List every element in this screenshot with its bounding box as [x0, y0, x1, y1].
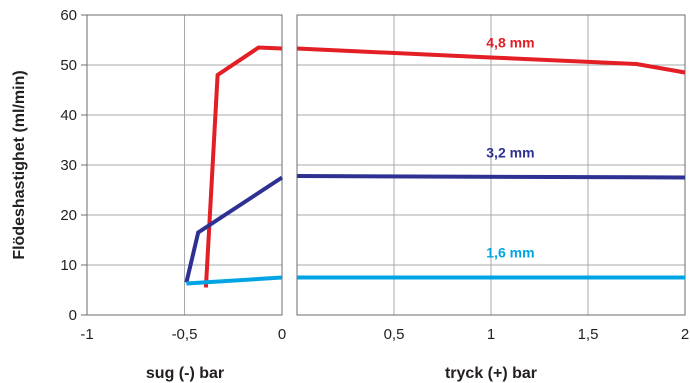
y-tick-label: 10 — [60, 257, 77, 274]
x-tick-label: 1 — [487, 326, 495, 343]
panel-frames — [86, 14, 686, 316]
grid — [81, 14, 685, 316]
x-tick-label: 0,5 — [384, 326, 405, 343]
y-tick-label: 40 — [60, 107, 77, 124]
x-axis-title-suction: sug (-) bar — [146, 365, 224, 382]
y-tick-label: 60 — [60, 7, 77, 24]
series-line-pressure — [296, 46, 686, 75]
x-tick-label: -0,5 — [172, 326, 198, 343]
x-tick-label: -1 — [80, 326, 93, 343]
y-tick-label: 0 — [69, 307, 77, 324]
y-tick-label: 50 — [60, 57, 77, 74]
y-tick-labels: 0 10 20 30 40 50 60 — [60, 7, 77, 324]
x-tick-labels: -1 -0,5 0 0,5 1 1,5 2 — [80, 326, 689, 343]
x-tick-label: 0 — [278, 326, 286, 343]
x-tick-label: 1,5 — [578, 326, 599, 343]
y-tick-label: 30 — [60, 157, 77, 174]
series-labels: 4,8 mm 3,2 mm 1,6 mm — [486, 35, 534, 261]
series-line-suction — [186, 275, 283, 286]
y-tick-label: 20 — [60, 207, 77, 224]
series-line-suction — [203, 45, 283, 288]
series-label: 4,8 mm — [486, 35, 534, 51]
y-axis-title: Flödeshastighet (ml/min) — [11, 70, 28, 259]
series-lines — [184, 45, 686, 288]
series-label: 3,2 mm — [486, 145, 534, 161]
x-axis-title-pressure: tryck (+) bar — [445, 365, 537, 382]
series-line-suction — [184, 175, 284, 283]
pressure-panel-frame — [296, 14, 686, 316]
suction-panel-frame — [86, 14, 283, 316]
series-line-pressure — [296, 174, 686, 180]
series-label: 1,6 mm — [486, 245, 534, 261]
x-tick-label: 2 — [681, 326, 689, 343]
